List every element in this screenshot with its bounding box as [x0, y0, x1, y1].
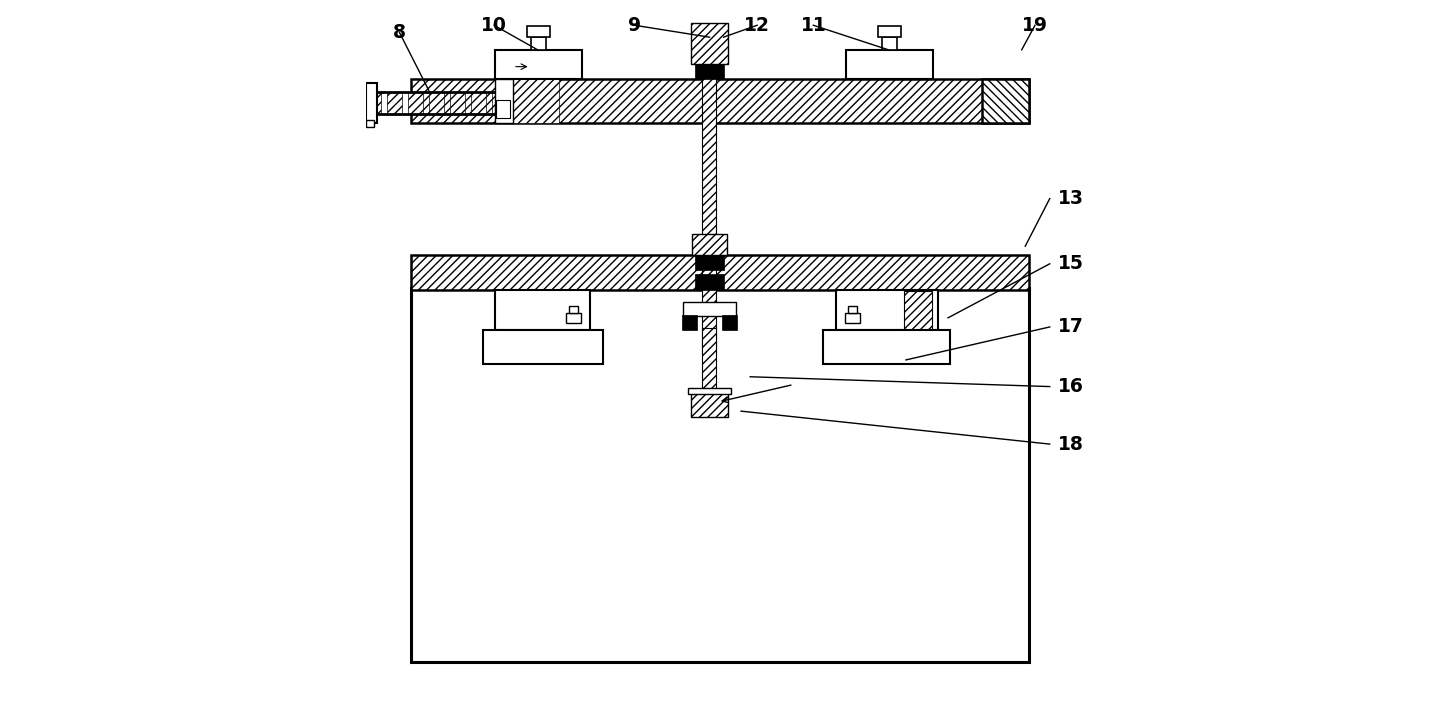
- Bar: [471, 92, 486, 115]
- Bar: [492, 92, 496, 115]
- Text: 9: 9: [628, 15, 641, 34]
- Text: 19: 19: [1022, 15, 1048, 34]
- Bar: [496, 50, 582, 79]
- Bar: [688, 388, 731, 394]
- Text: 15: 15: [1058, 254, 1083, 273]
- Bar: [411, 79, 1029, 124]
- Bar: [365, 84, 377, 123]
- Bar: [496, 101, 510, 118]
- Bar: [702, 328, 716, 392]
- Bar: [569, 306, 577, 313]
- Bar: [483, 330, 603, 364]
- Bar: [411, 254, 1029, 290]
- Bar: [682, 315, 698, 330]
- Text: 12: 12: [744, 15, 770, 34]
- Bar: [835, 290, 937, 330]
- Bar: [527, 26, 550, 37]
- Bar: [845, 313, 860, 323]
- Bar: [684, 302, 735, 316]
- Bar: [695, 274, 724, 290]
- Bar: [365, 92, 381, 115]
- Bar: [428, 92, 444, 115]
- Bar: [691, 392, 728, 418]
- Bar: [848, 306, 857, 313]
- Bar: [566, 313, 582, 323]
- Bar: [365, 120, 374, 127]
- Bar: [695, 254, 724, 270]
- Text: 11: 11: [801, 15, 827, 34]
- Bar: [530, 37, 546, 50]
- Bar: [387, 92, 403, 115]
- Bar: [411, 288, 1029, 662]
- Bar: [496, 79, 513, 124]
- Text: 13: 13: [1058, 189, 1085, 208]
- Bar: [722, 315, 737, 330]
- Text: 17: 17: [1058, 318, 1083, 337]
- Bar: [702, 64, 716, 353]
- Bar: [496, 79, 559, 124]
- Text: 10: 10: [481, 15, 507, 34]
- Polygon shape: [982, 79, 1029, 124]
- Bar: [823, 330, 950, 364]
- Bar: [692, 233, 727, 254]
- Bar: [450, 92, 466, 115]
- Bar: [496, 290, 590, 330]
- Bar: [847, 50, 933, 79]
- Text: 16: 16: [1058, 377, 1083, 396]
- Bar: [695, 64, 724, 79]
- Bar: [691, 23, 728, 64]
- Bar: [881, 37, 897, 50]
- Text: 18: 18: [1058, 434, 1083, 453]
- Bar: [904, 291, 931, 329]
- Bar: [408, 92, 423, 115]
- Text: 8: 8: [393, 22, 406, 41]
- Bar: [878, 26, 901, 37]
